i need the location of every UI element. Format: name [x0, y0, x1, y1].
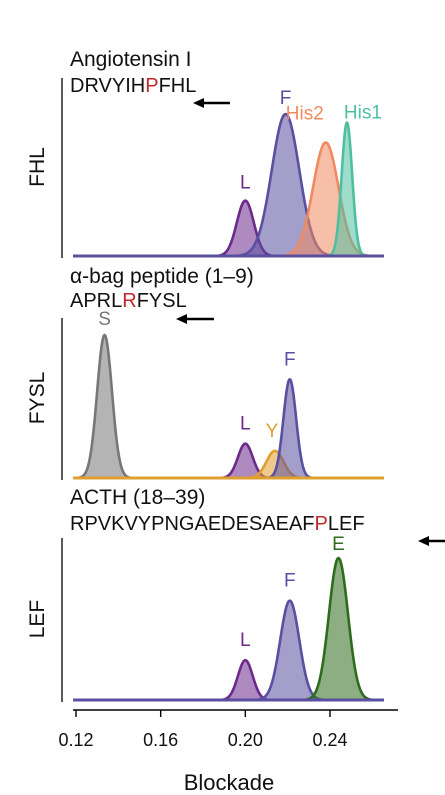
- y-axis-label: LEF: [26, 600, 49, 639]
- sequence-suffix: FHL: [159, 75, 197, 97]
- peak-label-f: F: [284, 349, 296, 370]
- x-tick-label: 0.12: [58, 730, 93, 750]
- y-axis-label: FYSL: [26, 372, 49, 425]
- x-axis-label: Blockade: [184, 770, 275, 795]
- panel-title: Angiotensin I: [70, 48, 191, 71]
- sequence-prefix: APRL: [70, 290, 122, 312]
- peak-f: [263, 378, 317, 480]
- peak-label-y: Y: [266, 421, 279, 442]
- y-axis-label: FHL: [26, 147, 49, 187]
- x-tick-label: 0.24: [312, 730, 347, 750]
- panel-title: ACTH (18–39): [70, 486, 205, 509]
- peptide-sequence: APRLRFYSL: [70, 290, 187, 312]
- peak-label-f: F: [280, 88, 292, 109]
- peak-label-l: L: [240, 414, 251, 435]
- peptide-sequence: DRVYIHPFHL: [70, 75, 196, 97]
- cleavage-residue: P: [145, 75, 158, 97]
- sequence-prefix: RPVKVYPNGAEDESAEAF: [70, 513, 315, 535]
- peak-label-his1: His1: [344, 103, 382, 124]
- cleavage-residue: P: [315, 513, 328, 535]
- x-tick-label: 0.20: [228, 730, 263, 750]
- cleavage-residue: R: [122, 290, 136, 312]
- peak-f: [250, 599, 330, 702]
- peak-label-e: E: [332, 534, 345, 555]
- peak-e: [299, 556, 378, 702]
- direction-arrow-head: [176, 314, 187, 324]
- direction-arrow-head: [418, 536, 429, 546]
- sequence-suffix: FYSL: [137, 290, 187, 312]
- peak-his1: [324, 121, 370, 258]
- x-tick-label: 0.16: [143, 730, 178, 750]
- x-axis: 0.12 0.16 0.20 0.24 Blockade: [58, 709, 398, 795]
- peak-label-his2: His2: [286, 103, 324, 124]
- peptide-sequence: RPVKVYPNGAEDESAEAFPLEF: [70, 513, 365, 535]
- peak-label-l: L: [240, 173, 251, 194]
- peak-label-s: S: [98, 309, 111, 330]
- sequence-prefix: DRVYIH: [70, 75, 145, 97]
- panel-title: α-bag peptide (1–9): [70, 265, 254, 288]
- direction-arrow-head: [193, 98, 204, 108]
- peak-label-f: F: [284, 571, 296, 592]
- peak-label-l: L: [240, 630, 251, 651]
- sequence-suffix: LEF: [328, 513, 365, 535]
- peak-s: [73, 333, 136, 480]
- x-ticks: 0.12 0.16 0.20 0.24: [58, 710, 348, 750]
